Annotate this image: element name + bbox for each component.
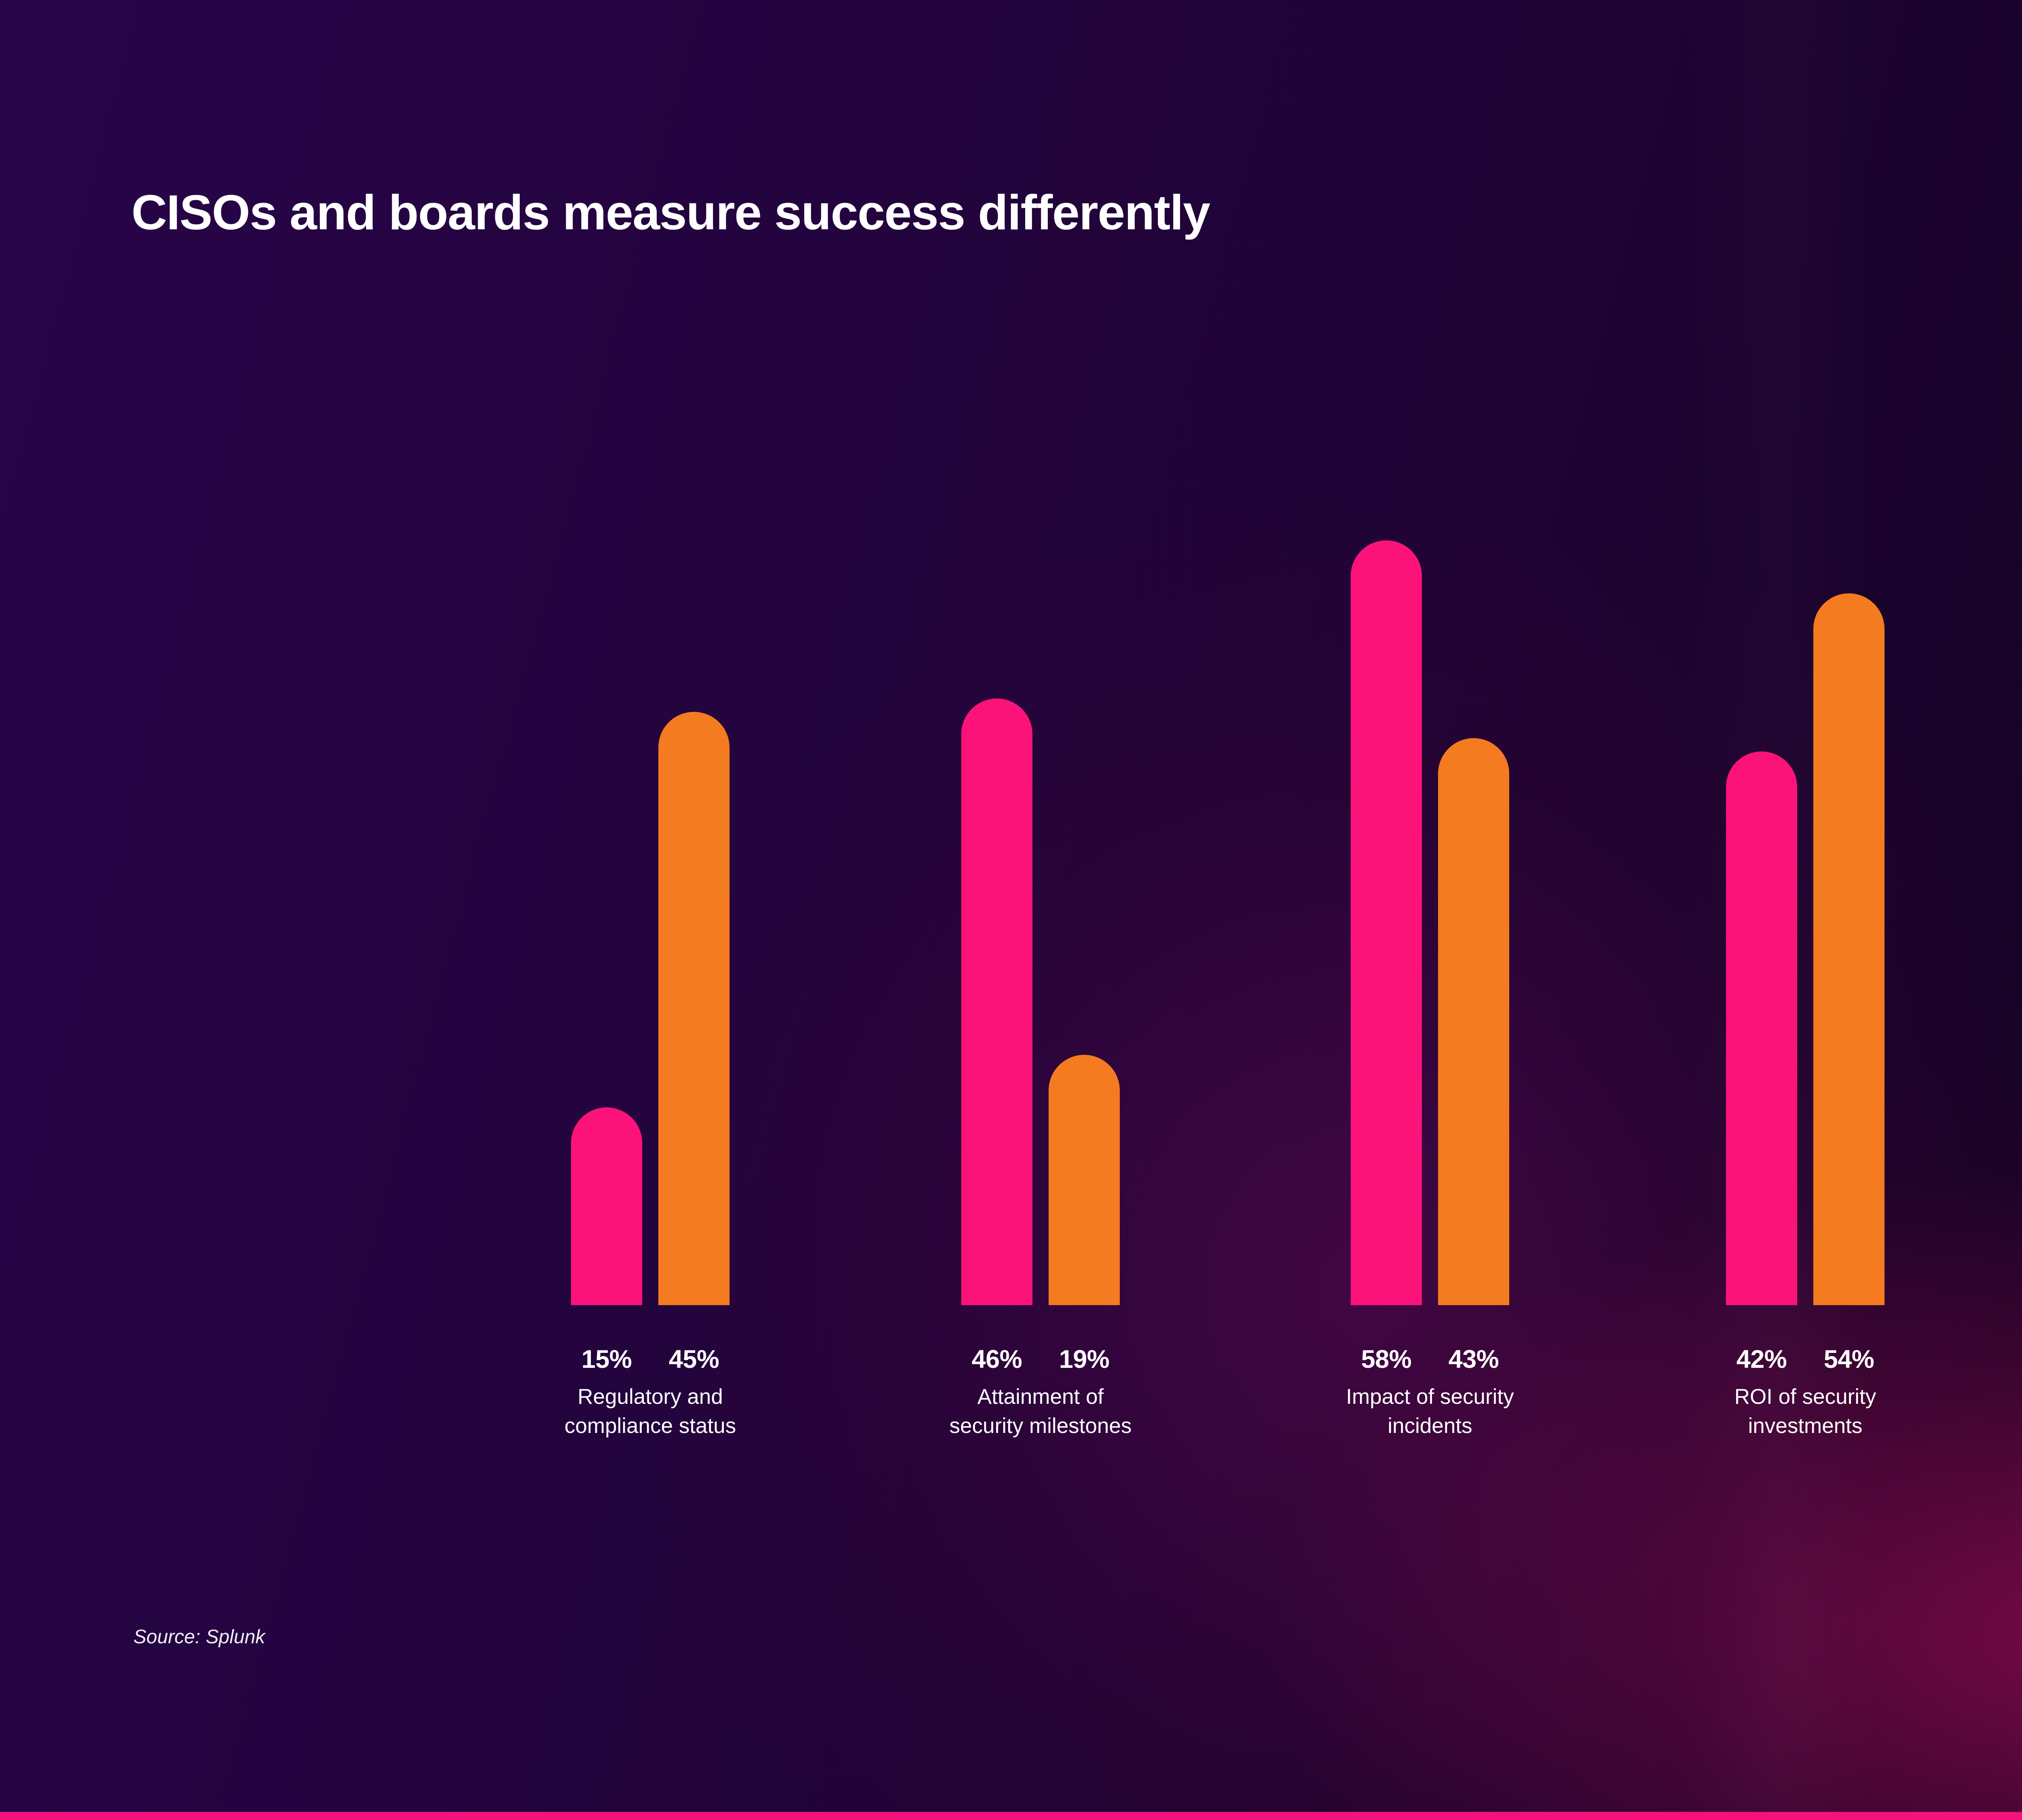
category-label-line: security milestones <box>949 1414 1132 1438</box>
category-label-line: ROI of security <box>1734 1384 1876 1409</box>
bar-cisos[interactable] <box>571 1107 642 1305</box>
bar-value-labels: 46% 19% <box>961 1345 1120 1374</box>
value-label: 54% <box>1823 1345 1874 1373</box>
category-label-line: incidents <box>1387 1414 1472 1438</box>
chart-title: CISOs and boards measure success differe… <box>131 185 1210 240</box>
category-label: ROI of security investments <box>1673 1382 1937 1441</box>
bar-cisos[interactable] <box>961 698 1032 1305</box>
bar-fill <box>571 1107 642 1305</box>
value-label: 19% <box>1059 1345 1110 1373</box>
bar-fill <box>1726 751 1797 1305</box>
bar-boards[interactable] <box>1049 1055 1120 1305</box>
bar-boards[interactable] <box>1438 738 1509 1305</box>
bar-cisos[interactable] <box>1351 540 1422 1305</box>
category-label-line: compliance status <box>564 1414 736 1438</box>
bar-group: 46% 19% Attainment of security milestones <box>950 0 1132 1820</box>
value-label: 58% <box>1361 1345 1412 1373</box>
category-label: Impact of security incidents <box>1298 1382 1562 1441</box>
category-label: Attainment of security milestones <box>909 1382 1172 1441</box>
bar-boards[interactable] <box>658 712 730 1305</box>
value-label: 45% <box>668 1345 719 1373</box>
value-label: 42% <box>1736 1345 1787 1373</box>
bar-value-labels: 42% 54% <box>1726 1345 1885 1374</box>
bar-fill <box>961 698 1032 1305</box>
bar-value-labels: 58% 43% <box>1351 1345 1509 1374</box>
bar-group: 58% 43% Impact of security incidents <box>1346 0 1514 1820</box>
value-label: 15% <box>581 1345 632 1373</box>
bar-boards[interactable] <box>1813 593 1885 1305</box>
bar-fill <box>1438 738 1509 1305</box>
bar-group: 15% 45% Regulatory and compliance status <box>565 0 736 1820</box>
category-label-line: Impact of security <box>1346 1384 1514 1409</box>
value-label: 46% <box>971 1345 1022 1373</box>
source-attribution: Source: Splunk <box>133 1626 265 1648</box>
category-label-line: investments <box>1748 1414 1863 1438</box>
bar-fill <box>658 712 730 1305</box>
category-label-line: Regulatory and <box>577 1384 723 1409</box>
bar-fill <box>1049 1055 1120 1305</box>
bar-fill <box>1351 540 1422 1305</box>
bottom-accent-bar <box>0 1812 2022 1820</box>
category-label: Regulatory and compliance status <box>518 1382 782 1441</box>
value-label: 43% <box>1448 1345 1499 1373</box>
category-label-line: Attainment of <box>977 1384 1104 1409</box>
bar-cisos[interactable] <box>1726 751 1797 1305</box>
bar-value-labels: 15% 45% <box>571 1345 730 1374</box>
bar-group: 42% 54% ROI of security investments <box>1726 0 1885 1820</box>
bar-fill <box>1813 593 1885 1305</box>
